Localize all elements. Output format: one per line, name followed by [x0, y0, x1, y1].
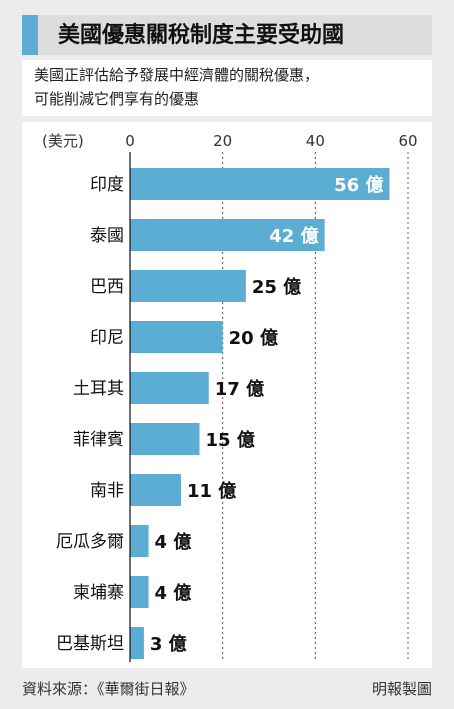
- data-label: 17 億: [215, 378, 264, 400]
- bar: [130, 372, 209, 404]
- x-tick-label: 60: [398, 132, 417, 150]
- category-label: 巴基斯坦: [56, 634, 124, 654]
- category-label: 印度: [90, 175, 124, 195]
- unit-label: (美元): [42, 132, 84, 150]
- data-label: 4 億: [155, 531, 192, 553]
- category-label: 巴西: [90, 277, 124, 297]
- bar: [130, 219, 325, 251]
- x-tick-label: 0: [125, 132, 135, 150]
- category-label: 泰國: [90, 226, 124, 246]
- data-label: 11 億: [187, 480, 236, 502]
- data-label: 3 億: [150, 633, 187, 655]
- category-label: 柬埔寨: [73, 583, 124, 603]
- title-accent-bar: [22, 15, 38, 55]
- subtitle-line-1: 美國正評估給予發展中經濟體的關稅優惠，: [34, 66, 320, 84]
- data-label: 25 億: [252, 276, 301, 298]
- data-label: 42 億: [269, 225, 318, 247]
- bar: [130, 525, 149, 557]
- plot-area: (美元) 0 20 40 60 印度 56 億泰國 42 億巴西 25 億印尼 20 億土耳其 17…: [22, 122, 432, 668]
- category-label: 厄瓜多爾: [56, 532, 124, 552]
- data-label: 20 億: [229, 327, 278, 349]
- subtitle-line-2: 可能削減它們享有的優惠: [34, 90, 200, 108]
- x-tick-label: 20: [213, 132, 232, 150]
- bar: [130, 576, 149, 608]
- bar: [130, 423, 200, 455]
- category-label: 土耳其: [73, 379, 124, 399]
- bar: [130, 474, 181, 506]
- bar: [130, 270, 246, 302]
- category-label: 印尼: [90, 328, 124, 348]
- bar: [130, 321, 223, 353]
- category-label: 菲律賓: [73, 430, 124, 450]
- title-bar: [22, 15, 432, 55]
- chart-title: 美國優惠關稅制度主要受助國: [58, 22, 345, 48]
- bar: [130, 168, 390, 200]
- data-label: 15 億: [206, 429, 255, 451]
- subtitle-box: 美國正評估給予發展中經濟體的關稅優惠， 可能削減它們享有的優惠: [22, 60, 432, 116]
- category-label: 南非: [90, 481, 124, 501]
- bar: [130, 627, 144, 659]
- data-label: 4 億: [155, 582, 192, 604]
- credit-note: 明報製圖: [371, 680, 432, 698]
- x-tick-label: 40: [306, 132, 325, 150]
- source-note: 資料來源：《華爾街日報》: [22, 680, 195, 698]
- data-label: 56 億: [334, 174, 383, 196]
